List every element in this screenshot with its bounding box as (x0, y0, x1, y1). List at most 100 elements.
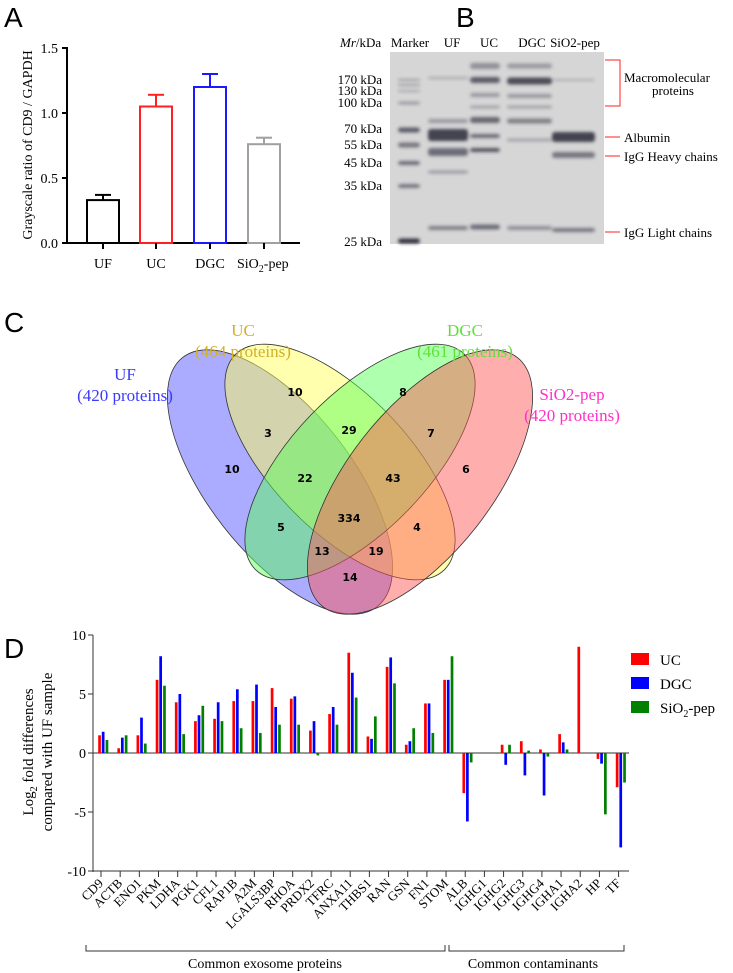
marker-130: 130 kDa (338, 83, 383, 98)
bar-dgc-actb (120, 737, 124, 753)
bar-sio2-pep-cd9 (105, 740, 109, 753)
panel-d-xtick-label: HP (582, 876, 604, 898)
panel-label-d: D (4, 633, 24, 664)
bar-sio2-pep-igha1 (565, 749, 569, 753)
bar-dgc-hp (600, 753, 603, 764)
panel-d-ylabel-1: Log2 fold differences (21, 688, 40, 815)
marker-100: 100 kDa (338, 95, 383, 110)
gel-band (398, 142, 420, 148)
bar-dgc-rap1b (235, 689, 239, 753)
marker-35: 35 kDa (344, 178, 382, 193)
bar-sio2-pep-tf (623, 753, 626, 783)
macromolecular-bracket (605, 59, 621, 107)
bar-uc-alb (462, 753, 466, 794)
gel-band (398, 90, 420, 92)
panel-b-gel: Mr/kDa Marker UF UC DGC SiO2-pep 170 kDa… (338, 35, 718, 249)
venn-region: 19 (368, 545, 383, 558)
bar-dgc-a2m (255, 684, 258, 753)
panel-d-ytick-label: -10 (67, 865, 86, 880)
gel-band (507, 226, 552, 230)
gel-header-mr: Mr/kDa (339, 35, 381, 50)
bar-dgc-igha1 (561, 742, 565, 753)
bar-sio2-pep-actb (124, 735, 128, 753)
bar-sio2-pep-anxa11 (354, 697, 358, 753)
bar-dgc-thbs1 (370, 738, 373, 753)
bar-uc-stom (443, 679, 446, 753)
bar-dgc-cfl1 (216, 702, 220, 753)
bar-sio2-pep-pgk1 (201, 705, 205, 753)
gel-band (470, 93, 500, 97)
bar-dgc-anxa11 (351, 672, 354, 753)
annotation-macro-2: proteins (652, 83, 694, 98)
venn-count-uf: (420 proteins) (77, 386, 173, 405)
bar-uc-cfl1 (213, 718, 216, 753)
marker-45: 45 kDa (344, 155, 382, 170)
bar-sio2-pep-eno1 (143, 743, 147, 753)
bar-sio2-pep-prdx2 (316, 753, 320, 756)
gel-lane-dgc: DGC (518, 35, 545, 50)
gel-band (552, 228, 595, 232)
bar-dgc-ldha (178, 694, 182, 753)
bar-uc-anxa11 (347, 652, 351, 753)
bar-dgc-fn1 (427, 703, 431, 753)
gel-band (470, 134, 500, 138)
marker-55: 55 kDa (344, 137, 382, 152)
gel-band (470, 63, 500, 69)
venn-count-uc: (464 proteins) (195, 342, 291, 361)
venn-label-uf: UF (114, 365, 136, 384)
bar-sio2-pep-lgals3bp (278, 724, 281, 753)
venn-region: 22 (297, 472, 312, 485)
panel-a-xtick-uf: UF (94, 257, 112, 272)
venn-region: 13 (314, 545, 329, 558)
panel-d-xtick-label: TF (602, 876, 623, 897)
bar-dgc-pkm (159, 656, 163, 753)
venn-region: 43 (385, 472, 400, 485)
panel-label-c: C (4, 307, 24, 338)
gel-band (507, 94, 552, 98)
panel-a-xtick-uc: UC (146, 257, 165, 272)
venn-region: 334 (338, 512, 361, 525)
venn-count-sio2pep: (420 proteins) (524, 406, 620, 425)
group-label-contaminants: Common contaminants (468, 957, 598, 972)
panel-a-ylabel: Grayscale ratio of CD9 / GAPDH (21, 50, 36, 239)
bar-dgc-cd9 (101, 731, 105, 753)
bar-uc-lgals3bp (270, 688, 274, 753)
panel-c-venn-diagram: 10 8 3 29 7 10 22 43 6 5 334 4 13 19 14 … (77, 321, 620, 615)
panel-a-bar (139, 105, 173, 244)
bar-sio2-pep-gsn (412, 728, 416, 753)
gel-band (470, 117, 500, 123)
bar-uc-prdx2 (309, 730, 312, 753)
legend-label-sio2pep: SiO2-pep (660, 701, 715, 720)
venn-region: 8 (399, 386, 407, 399)
bar-dgc-tf (619, 753, 623, 848)
panel-a-ytick-label: 1.0 (41, 107, 59, 122)
bar-sio2-pep-ighg4 (546, 753, 550, 757)
gel-band (507, 138, 552, 142)
panel-a-xtick-dgc: DGC (195, 257, 225, 272)
venn-label-sio2pep: SiO2-pep (539, 385, 604, 404)
bar-sio2-pep-ran (393, 683, 396, 753)
bar-dgc-ighg2 (504, 753, 508, 765)
bar-uc-ighg3 (519, 741, 523, 753)
venn-set-sio2pep (306, 349, 534, 615)
annotation-igg-light: IgG Light chains (624, 225, 712, 240)
gel-band (428, 170, 468, 174)
gel-lane-uc: UC (480, 35, 498, 50)
gel-band (398, 238, 420, 244)
legend-swatch-1 (631, 677, 649, 689)
gel-band (398, 161, 420, 165)
bar-dgc-tfrc (331, 706, 335, 753)
bracket-contaminants (448, 945, 625, 952)
panel-a-bar-chart: Grayscale ratio of CD9 / GAPDH 0.0 0.5 1.0… (21, 42, 300, 275)
bar-sio2-pep-tfrc (335, 724, 339, 753)
panel-d-ytick-label: 10 (72, 629, 86, 644)
gel-lane-marker: Marker (391, 35, 430, 50)
gel-band (470, 148, 500, 152)
bar-dgc-prdx2 (312, 721, 316, 753)
bar-dgc-alb (466, 753, 469, 822)
bar-uc-ran (385, 666, 389, 753)
marker-170: 170 kDa (338, 72, 383, 87)
bar-uc-ighg2 (500, 744, 504, 753)
panel-d-ytick-label: 5 (79, 688, 86, 703)
panel-label-b: B (456, 2, 475, 33)
